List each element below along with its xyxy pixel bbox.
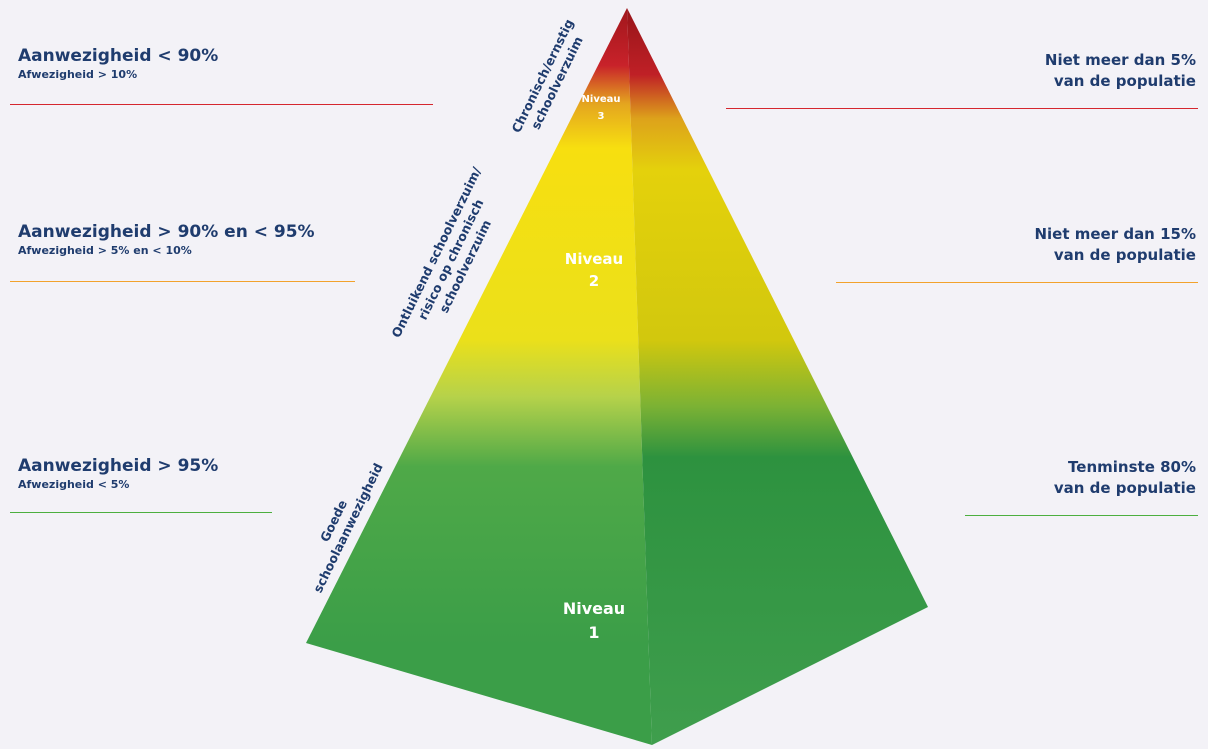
- level-1-attendance: Aanwezigheid > 95%: [18, 456, 219, 476]
- level-3-left-rule: [10, 104, 433, 105]
- niveau-2-number: 2: [589, 272, 599, 290]
- level-3-right-rule: [726, 108, 1198, 109]
- pyramid-left-face: [306, 8, 652, 745]
- level-1-right-rule: [965, 515, 1198, 516]
- level-3-absence: Afwezigheid > 10%: [18, 68, 138, 81]
- level-2-attendance-label: Aanwezigheid > 90% en < 95% Afwezigheid …: [18, 221, 315, 258]
- level-2-left-rule: [10, 281, 355, 282]
- level-1-attendance-label: Aanwezigheid > 95% Afwezigheid < 5%: [18, 455, 218, 492]
- level-1-left-rule: [10, 512, 272, 513]
- level-2-absence: Afwezigheid > 5% en < 10%: [18, 244, 192, 257]
- niveau-1-number: 1: [588, 623, 599, 642]
- niveau-3-number: 3: [598, 111, 605, 122]
- level-1-absence: Afwezigheid < 5%: [18, 478, 130, 491]
- pyramid-right-face: [627, 8, 928, 745]
- level-2-population-label: Niet meer dan 15% van de populatie: [1034, 225, 1196, 264]
- level-3-attendance: Aanwezigheid < 90%: [18, 46, 219, 66]
- niveau-1-word: Niveau: [563, 599, 625, 618]
- level-2-right-rule: [836, 282, 1198, 283]
- level-1-population-label: Tenminste 80% van de populatie: [1053, 458, 1196, 497]
- niveau-2-word: Niveau: [565, 250, 623, 268]
- niveau-3-word: Niveau: [582, 94, 621, 105]
- level-3-population-label: Niet meer dan 5% van de populatie: [1044, 51, 1196, 90]
- level-3-attendance-label: Aanwezigheid < 90% Afwezigheid > 10%: [18, 45, 218, 82]
- level-2-attendance: Aanwezigheid > 90% en < 95%: [18, 222, 315, 242]
